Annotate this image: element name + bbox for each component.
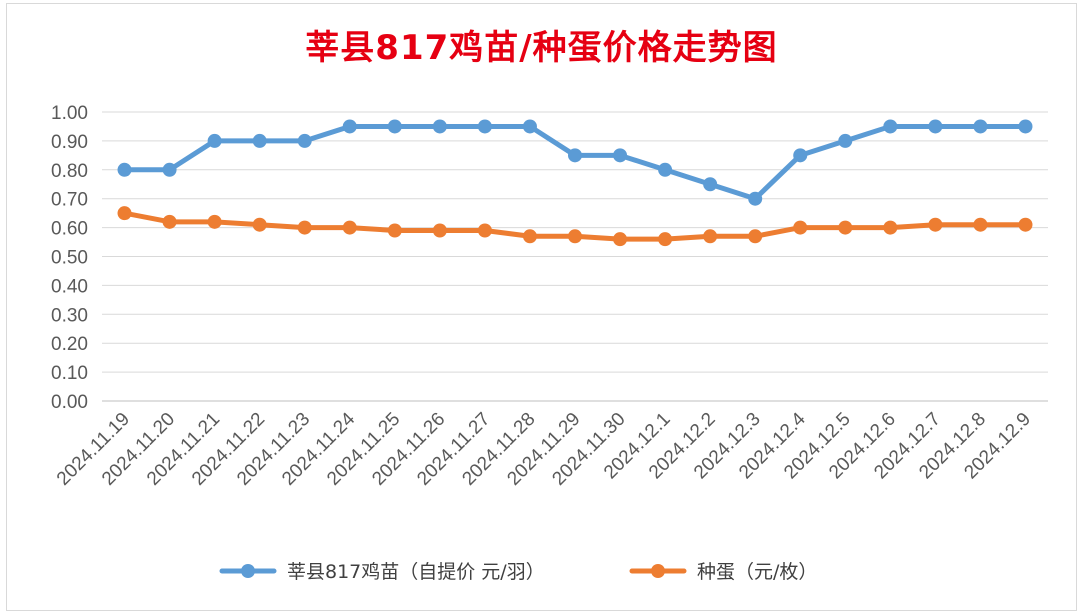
y-tick-label: 0.00 (51, 392, 88, 413)
data-point (477, 119, 492, 134)
y-tick-label: 0.50 (51, 248, 88, 269)
data-point (703, 229, 718, 244)
x-axis-ticks: 2024.11.192024.11.202024.11.212024.11.22… (53, 408, 1035, 489)
y-tick-label: 0.60 (51, 219, 88, 240)
legend-label: 种蛋（元/枚） (697, 561, 817, 583)
data-point (883, 119, 898, 134)
data-point (748, 229, 763, 244)
series-layer (117, 119, 1033, 247)
y-tick-label: 0.30 (51, 305, 88, 326)
data-point (658, 162, 673, 177)
data-point (928, 119, 943, 134)
data-point (1018, 217, 1033, 232)
data-point (162, 162, 177, 177)
data-point (477, 223, 492, 238)
data-point (838, 133, 853, 148)
data-point (252, 217, 267, 232)
y-tick-label: 0.20 (51, 334, 88, 355)
data-point (342, 119, 357, 134)
y-tick-label: 0.80 (51, 161, 88, 182)
data-point (748, 191, 763, 206)
data-point (613, 232, 628, 247)
legend-marker (651, 564, 665, 578)
data-point (117, 206, 132, 221)
data-point (342, 220, 357, 235)
data-point (793, 148, 808, 163)
legend-label: 莘县817鸡苗（自提价 元/羽） (287, 561, 545, 583)
data-point (568, 148, 582, 163)
data-point (883, 220, 898, 235)
y-axis-ticks: 0.00 0.10 0.20 0.30 0.40 0.50 0.60 0.70 0.80 0.90… (51, 103, 88, 413)
y-tick-label: 0.40 (51, 276, 88, 297)
data-point (207, 133, 222, 148)
legend: 莘县817鸡苗（自提价 元/羽） 种蛋（元/枚） (219, 561, 817, 583)
series-chick-price (117, 119, 1033, 206)
data-point (793, 220, 808, 235)
data-point (297, 133, 312, 148)
data-point (522, 229, 537, 244)
data-point (522, 119, 537, 134)
data-point (252, 133, 267, 148)
data-point (432, 223, 447, 238)
legend-item: 莘县817鸡苗（自提价 元/羽） (219, 561, 545, 583)
data-point (703, 177, 718, 192)
chart-area (6, 3, 1077, 611)
series-egg-price (117, 206, 1033, 247)
data-point (432, 119, 447, 134)
data-point (162, 214, 177, 229)
data-point (297, 220, 312, 235)
y-tick-label: 0.10 (51, 363, 88, 384)
y-tick-label: 1.00 (51, 103, 88, 124)
data-point (973, 217, 988, 232)
data-point (387, 223, 402, 238)
data-point (613, 148, 628, 163)
data-point (387, 119, 402, 134)
data-point (1018, 119, 1033, 134)
data-point (568, 229, 582, 244)
data-point (658, 232, 673, 247)
legend-item: 种蛋（元/枚） (629, 561, 817, 583)
y-tick-label: 0.70 (51, 190, 88, 211)
data-point (207, 214, 222, 229)
legend-marker (241, 564, 255, 578)
data-point (928, 217, 943, 232)
data-point (117, 162, 132, 177)
chart-title: 莘县817鸡苗/种蛋价格走势图 (305, 28, 778, 68)
data-point (973, 119, 988, 134)
data-point (838, 220, 853, 235)
y-tick-label: 0.90 (51, 132, 88, 153)
